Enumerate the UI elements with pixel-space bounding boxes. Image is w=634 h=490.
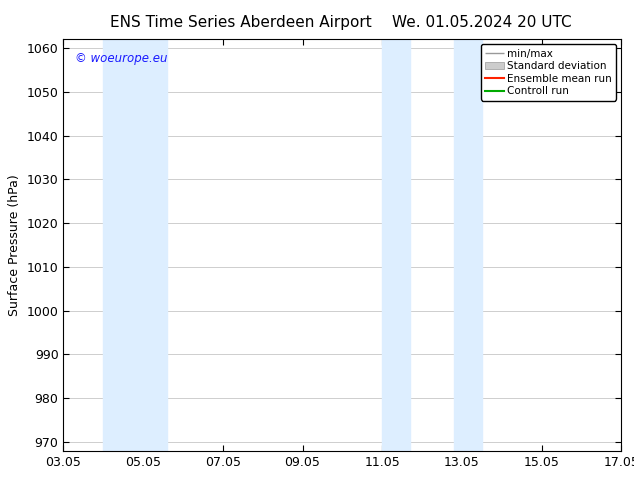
Bar: [454, 39, 482, 451]
Legend: min/max, Standard deviation, Ensemble mean run, Controll run: min/max, Standard deviation, Ensemble me…: [481, 45, 616, 100]
Text: ENS Time Series Aberdeen Airport: ENS Time Series Aberdeen Airport: [110, 15, 372, 30]
Bar: [143, 39, 167, 451]
Text: We. 01.05.2024 20 UTC: We. 01.05.2024 20 UTC: [392, 15, 572, 30]
Bar: [382, 39, 410, 451]
Bar: [103, 39, 143, 451]
Text: © woeurope.eu: © woeurope.eu: [75, 51, 167, 65]
Y-axis label: Surface Pressure (hPa): Surface Pressure (hPa): [8, 174, 21, 316]
